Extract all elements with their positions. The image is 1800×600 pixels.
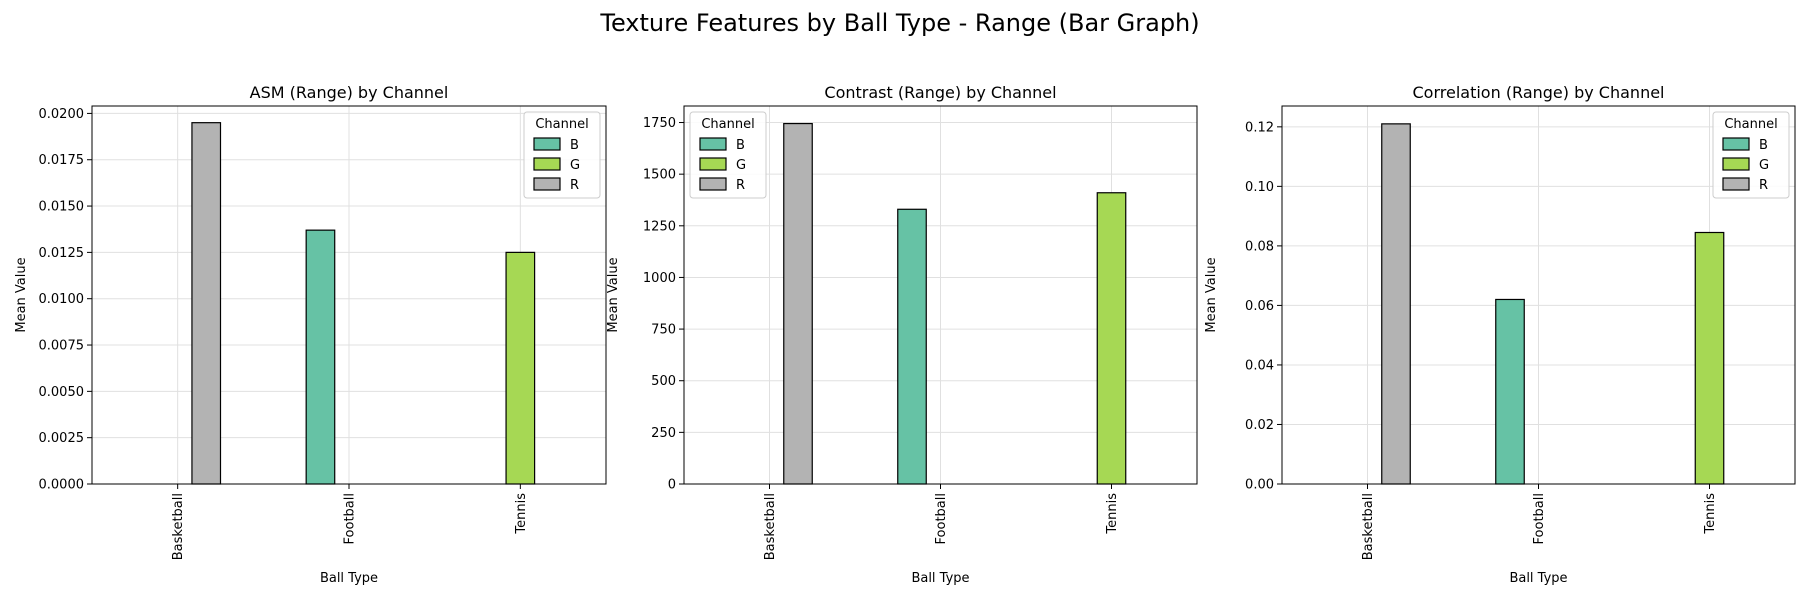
legend-swatch-b: [699, 137, 727, 151]
asm-chart: 0.0000 0.0025 0.0050 0.0075 0.0100 0.0125 0.01…: [14, 83, 607, 586]
bar-b-football: [897, 208, 927, 485]
legend-label: B: [570, 138, 579, 153]
legend-label: B: [736, 138, 745, 153]
legend-label: G: [570, 158, 580, 173]
legend-label: G: [1759, 158, 1769, 173]
y-tick-label: 0.04: [1245, 358, 1274, 373]
correlation-chart: 0.00 0.02 0.04 0.06 0.08 0.10 0.12 Basketball Fo…: [1204, 83, 1796, 586]
x-tick-label: Basketball: [171, 493, 186, 560]
legend-title: Channel: [1724, 117, 1777, 132]
legend-swatch-g: [699, 157, 727, 171]
contrast-chart: 0 250 500 750 1000 1250 1500 1750 Basketball Foot…: [606, 83, 1198, 586]
y-tick-label: 500: [651, 374, 676, 389]
y-tick-label: 0.0025: [39, 431, 85, 446]
y-tick-label: 0.0100: [39, 292, 85, 307]
legend-box: [689, 111, 767, 199]
x-axis-label: Ball Type: [911, 571, 969, 586]
bar-g-tennis: [505, 251, 536, 485]
x-tick-label: Tennis: [1703, 493, 1718, 535]
legend-swatch-r: [699, 177, 727, 191]
y-tick-label: 0.02: [1245, 418, 1274, 433]
y-axis-label: Mean Value: [1204, 257, 1219, 332]
legend-title: Channel: [701, 117, 754, 132]
y-tick-label: 1750: [643, 116, 676, 131]
y-tick-label: 0.0000: [39, 478, 85, 493]
bar-r-basketball: [1381, 123, 1411, 485]
grid: [92, 106, 606, 485]
y-tick-label: 0.0200: [39, 107, 85, 122]
legend: Channel BGR: [689, 111, 767, 199]
x-tick-label: Football: [343, 493, 358, 544]
y-tick-label: 250: [651, 426, 676, 441]
y-tick-label: 0.0075: [39, 339, 85, 354]
y-axis-label: Mean Value: [606, 257, 621, 332]
x-tick-label: Basketball: [763, 493, 778, 560]
legend-swatch-r: [1722, 177, 1750, 191]
bar-b-football: [305, 229, 336, 485]
y-tick-label: 1250: [643, 219, 676, 234]
y-tick-label: 0.0125: [39, 246, 85, 261]
legend-label: G: [736, 158, 746, 173]
y-tick-label: 1500: [643, 168, 676, 183]
x-tick-label: Football: [1532, 493, 1547, 544]
legend-label: R: [736, 178, 745, 193]
y-tick-label: 0: [668, 478, 676, 493]
x-axis-label: Ball Type: [1509, 571, 1567, 586]
legend-box: [1712, 111, 1790, 199]
y-tick-label: 0.08: [1245, 239, 1274, 254]
chart-title: ASM (Range) by Channel: [250, 83, 449, 102]
bar-g-tennis: [1694, 231, 1725, 485]
y-tick-label: 0.0150: [39, 200, 85, 215]
chart-title: Correlation (Range) by Channel: [1413, 83, 1665, 102]
y-tick-label: 0.00: [1245, 478, 1274, 493]
legend-swatch-g: [533, 157, 561, 171]
legend-label: R: [570, 178, 579, 193]
legend-label: R: [1759, 178, 1768, 193]
legend: Channel BGR: [1712, 111, 1790, 199]
y-tick-label: 750: [651, 323, 676, 338]
y-tick-label: 0.10: [1245, 180, 1274, 195]
chart-title: Contrast (Range) by Channel: [824, 83, 1056, 102]
x-tick-label: Football: [934, 493, 949, 544]
legend-label: B: [1759, 138, 1768, 153]
y-tick-label: 1000: [643, 271, 676, 286]
x-axis-label: Ball Type: [320, 571, 378, 586]
y-tick-label: 0.0050: [39, 385, 85, 400]
legend-swatch-b: [533, 137, 561, 151]
bar-b-football: [1495, 298, 1525, 485]
y-tick-label: 0.06: [1245, 299, 1274, 314]
legend-title: Channel: [535, 117, 588, 132]
bar-r-basketball: [191, 122, 222, 485]
y-axis-label: Mean Value: [14, 257, 29, 332]
legend-swatch-r: [533, 177, 561, 191]
bar-r-basketball: [783, 122, 813, 485]
x-tick-label: Tennis: [514, 493, 529, 535]
bar-g-tennis: [1096, 192, 1127, 485]
legend-box: [523, 111, 601, 199]
figure-title: Texture Features by Ball Type - Range (B…: [599, 9, 1199, 37]
legend-swatch-b: [1722, 137, 1750, 151]
y-tick-label: 0.0175: [39, 153, 85, 168]
legend-swatch-g: [1722, 157, 1750, 171]
legend: Channel BGR: [523, 111, 601, 199]
x-tick-label: Basketball: [1361, 493, 1376, 560]
x-tick-label: Tennis: [1105, 493, 1120, 535]
y-tick-label: 0.12: [1245, 120, 1274, 135]
